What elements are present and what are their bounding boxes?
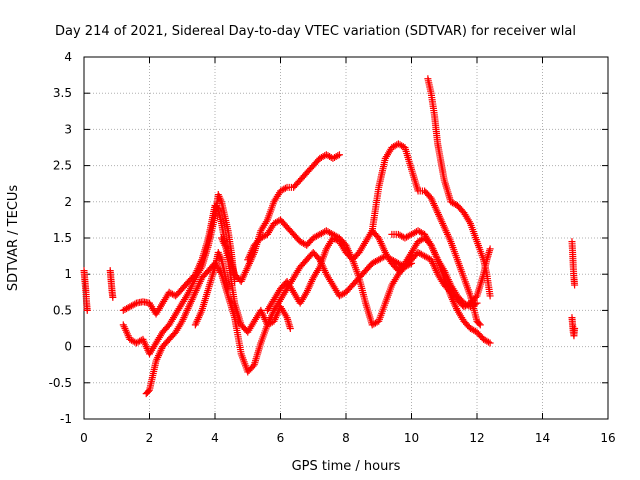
series-sat-k (388, 227, 481, 311)
data-point (224, 285, 232, 293)
y-tick-label: 1 (64, 267, 72, 281)
data-point (473, 299, 481, 307)
x-tick-label: 0 (80, 431, 88, 445)
data-point (476, 321, 484, 329)
data-point (417, 229, 425, 237)
series-sat-b (106, 267, 117, 301)
series-sat-i (263, 227, 494, 347)
data-point (339, 290, 347, 298)
x-tick-label: 2 (146, 431, 154, 445)
x-tick-label: 14 (535, 431, 550, 445)
data-point (334, 152, 342, 160)
x-tick-label: 16 (600, 431, 615, 445)
x-tick-label: 12 (469, 431, 484, 445)
y-tick-label: 2 (64, 195, 72, 209)
series-sat-l (424, 75, 494, 300)
data-point (486, 245, 494, 253)
data-point (398, 232, 406, 240)
data-point (280, 185, 288, 193)
y-tick-label: -0.5 (49, 376, 72, 390)
series-sat-j (368, 140, 484, 329)
chart-title: Day 214 of 2021, Sidereal Day-to-day VTE… (55, 24, 576, 39)
grid (84, 57, 608, 419)
y-tick-label: 3.5 (53, 86, 72, 100)
y-tick-label: 3 (64, 122, 72, 136)
data-point (109, 293, 117, 301)
series-sat-d (119, 191, 239, 358)
data-point (231, 277, 239, 285)
x-tick-label: 8 (342, 431, 350, 445)
series-sat-h (244, 216, 415, 329)
series-sat-g (218, 151, 343, 285)
data-point (281, 184, 289, 192)
x-tick-label: 4 (211, 431, 219, 445)
data-point (83, 306, 91, 314)
series-sat-m (568, 238, 579, 289)
data-point (483, 337, 491, 345)
data-point (486, 292, 494, 300)
y-tick-label: 1.5 (53, 231, 72, 245)
plot-frame (83, 56, 609, 420)
data-point (398, 142, 406, 150)
data-points (80, 75, 579, 398)
data-point (129, 337, 137, 345)
data-point (131, 300, 139, 308)
data-point (471, 300, 479, 308)
data-point (326, 153, 334, 161)
data-point (486, 339, 494, 347)
x-tick-label: 6 (277, 431, 285, 445)
data-point (475, 320, 483, 328)
x-tick-label: 10 (404, 431, 419, 445)
axis-ticks: 0 2 4 6 8 10 12 14 16 -1 -0.5 0 0.5 1 1.5 2 2.5 3 3.5 4 (49, 50, 616, 445)
data-point (450, 200, 458, 208)
data-point (391, 142, 399, 150)
data-point (332, 153, 340, 161)
series-sat-a (80, 267, 91, 314)
y-tick-label: 0 (64, 340, 72, 354)
data-point (571, 281, 579, 289)
y-axis-label: SDTVAR / TECUs (6, 185, 21, 292)
series-sat-f (191, 248, 232, 329)
y-tick-label: -1 (60, 412, 72, 426)
data-point (571, 325, 579, 332)
y-tick-label: 0.5 (53, 303, 72, 317)
data-point (408, 259, 415, 267)
data-point (319, 153, 327, 161)
y-tick-label: 2.5 (53, 159, 72, 173)
series-sat-n (568, 314, 579, 340)
data-point (335, 151, 343, 159)
data-point (406, 260, 414, 268)
data-point (470, 326, 478, 334)
data-point (286, 325, 294, 332)
data-point (484, 338, 492, 346)
data-point (144, 387, 152, 395)
x-axis-label: GPS time / hours (292, 459, 401, 474)
y-tick-label: 4 (64, 50, 72, 64)
